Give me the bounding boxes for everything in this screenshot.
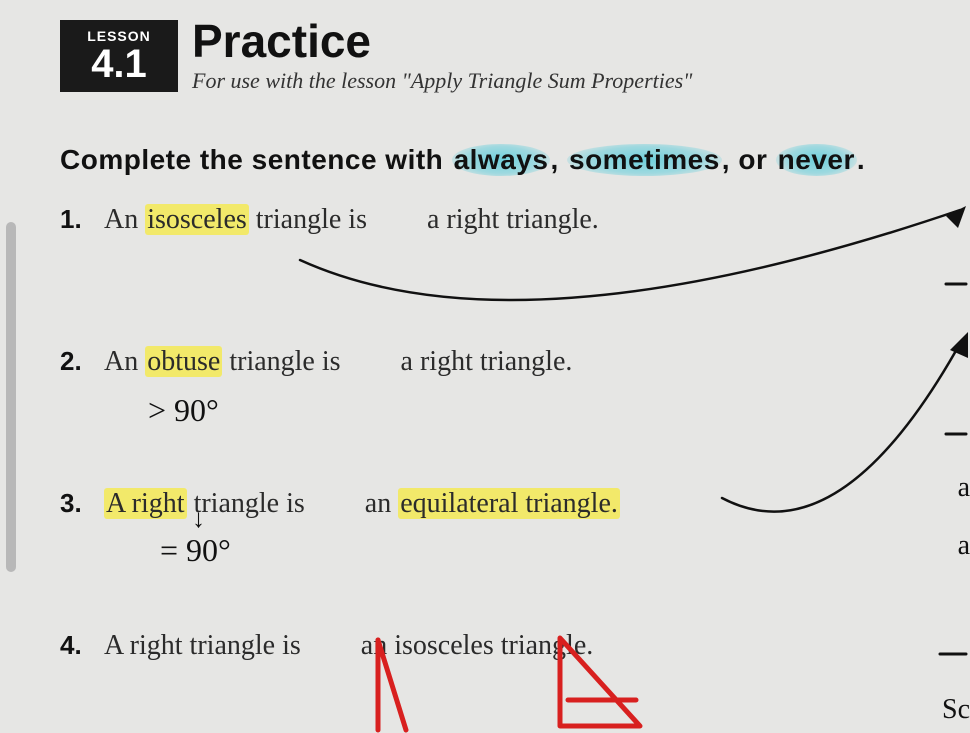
question-2: 2. An obtuse triangle isa right triangle… [104, 346, 970, 378]
scrollbar-thumb[interactable] [6, 222, 16, 572]
handwriting-note-q2: > 90° [148, 392, 219, 429]
handwriting-note-q3: = 90° [160, 532, 231, 569]
question-number: 3. [60, 488, 82, 519]
margin-text-a2: a [958, 530, 970, 562]
page-subtitle: For use with the lesson "Apply Triangle … [192, 68, 692, 94]
highlight-sometimes: sometimes [567, 144, 722, 176]
header: LESSON 4.1 Practice For use with the les… [60, 20, 970, 94]
highlight-equilateral: equilateral triangle. [398, 488, 620, 519]
question-3: 3. A right triangle isan equilateral tri… [104, 488, 970, 520]
question-number: 1. [60, 204, 82, 235]
highlight-isosceles: isosceles [145, 204, 249, 235]
margin-text-a: a [958, 472, 970, 504]
highlight-never: never [776, 144, 857, 176]
lesson-badge: LESSON 4.1 [60, 20, 178, 92]
worksheet-page: LESSON 4.1 Practice For use with the les… [0, 0, 970, 733]
question-list: 1. An isosceles triangle isa right trian… [60, 204, 970, 662]
highlight-aright: A right [104, 488, 187, 519]
instructions: Complete the sentence with always, somet… [60, 144, 970, 176]
title-block: Practice For use with the lesson "Apply … [192, 20, 692, 94]
highlight-always: always [452, 144, 551, 176]
margin-text-sc: Sc [942, 694, 970, 726]
handwriting-arrow-q3: ↓ [192, 504, 205, 534]
highlight-obtuse: obtuse [145, 346, 222, 377]
question-1: 1. An isosceles triangle isa right trian… [104, 204, 970, 236]
page-title: Practice [192, 18, 692, 64]
lesson-number: 4.1 [91, 44, 147, 84]
question-number: 4. [60, 630, 82, 661]
question-number: 2. [60, 346, 82, 377]
question-4: 4. A right triangle isan isosceles trian… [104, 630, 970, 662]
